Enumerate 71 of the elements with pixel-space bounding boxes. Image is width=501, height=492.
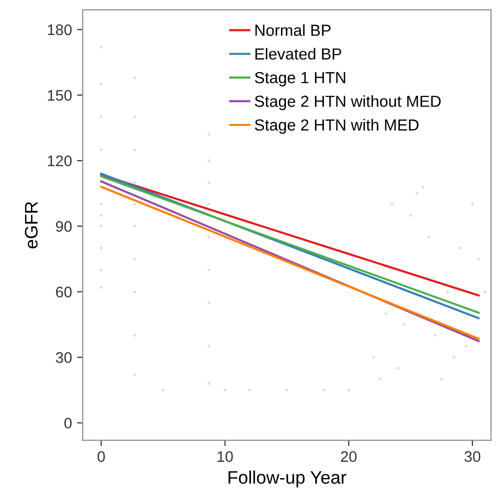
point <box>422 185 424 188</box>
point <box>378 378 382 381</box>
point <box>434 334 437 337</box>
point <box>100 46 103 48</box>
y-tick-label: 60 <box>56 286 72 298</box>
point <box>133 76 136 79</box>
point <box>100 202 103 206</box>
y-tick-label: 150 <box>48 90 72 101</box>
point <box>207 268 210 272</box>
x-tick-label: 20 <box>340 451 357 462</box>
point <box>207 159 210 162</box>
point <box>162 388 164 392</box>
point <box>471 202 474 206</box>
point <box>100 246 103 250</box>
y-tick-label: 0 <box>64 418 72 429</box>
point <box>322 388 326 392</box>
point <box>428 236 431 238</box>
y-tick-label: 180 <box>48 24 72 36</box>
x-tick-label: 0 <box>98 451 105 462</box>
legend-label: Stage 2 HTN with MED <box>254 118 418 134</box>
point <box>285 388 288 392</box>
legend-label: Stage 2 HTN without MED <box>254 95 441 110</box>
point <box>384 312 388 315</box>
point <box>207 344 210 348</box>
point <box>100 224 103 228</box>
legend-label: Elevated BP <box>255 48 342 60</box>
y-tick-label: 30 <box>56 352 72 363</box>
point <box>207 133 210 136</box>
x-axis-title: Follow-up Year <box>228 470 346 488</box>
point <box>133 290 136 294</box>
point <box>133 334 136 337</box>
point <box>100 148 103 152</box>
point <box>402 323 406 326</box>
point <box>100 82 103 86</box>
point <box>133 373 136 376</box>
point <box>347 388 350 392</box>
point <box>133 202 136 206</box>
point <box>207 202 210 206</box>
point <box>477 258 480 260</box>
point <box>207 181 210 184</box>
point <box>458 246 462 250</box>
legend-label: Stage 1 HTN <box>254 72 346 86</box>
point <box>133 258 136 260</box>
legend-label: Normal BP <box>255 24 331 36</box>
point <box>440 378 443 381</box>
point <box>133 148 136 152</box>
point <box>452 356 456 359</box>
y-axis-title: eGFR <box>24 202 38 248</box>
point <box>372 356 375 359</box>
point <box>133 224 136 228</box>
point <box>224 388 226 392</box>
point <box>446 290 450 294</box>
point <box>133 116 136 118</box>
point <box>483 290 486 294</box>
point <box>415 192 418 195</box>
point <box>409 214 412 217</box>
point <box>133 181 136 184</box>
x-tick-label: 10 <box>218 451 233 462</box>
y-tick-label: 120 <box>48 155 72 166</box>
point <box>207 382 210 385</box>
point <box>396 366 400 370</box>
point <box>207 301 210 304</box>
y-tick-label: 90 <box>56 221 72 232</box>
point <box>207 236 210 238</box>
point <box>390 202 394 206</box>
x-tick-label: 30 <box>464 451 480 462</box>
point <box>100 116 103 118</box>
point <box>248 388 252 392</box>
point <box>464 344 468 348</box>
point <box>100 286 103 289</box>
point <box>100 268 103 272</box>
